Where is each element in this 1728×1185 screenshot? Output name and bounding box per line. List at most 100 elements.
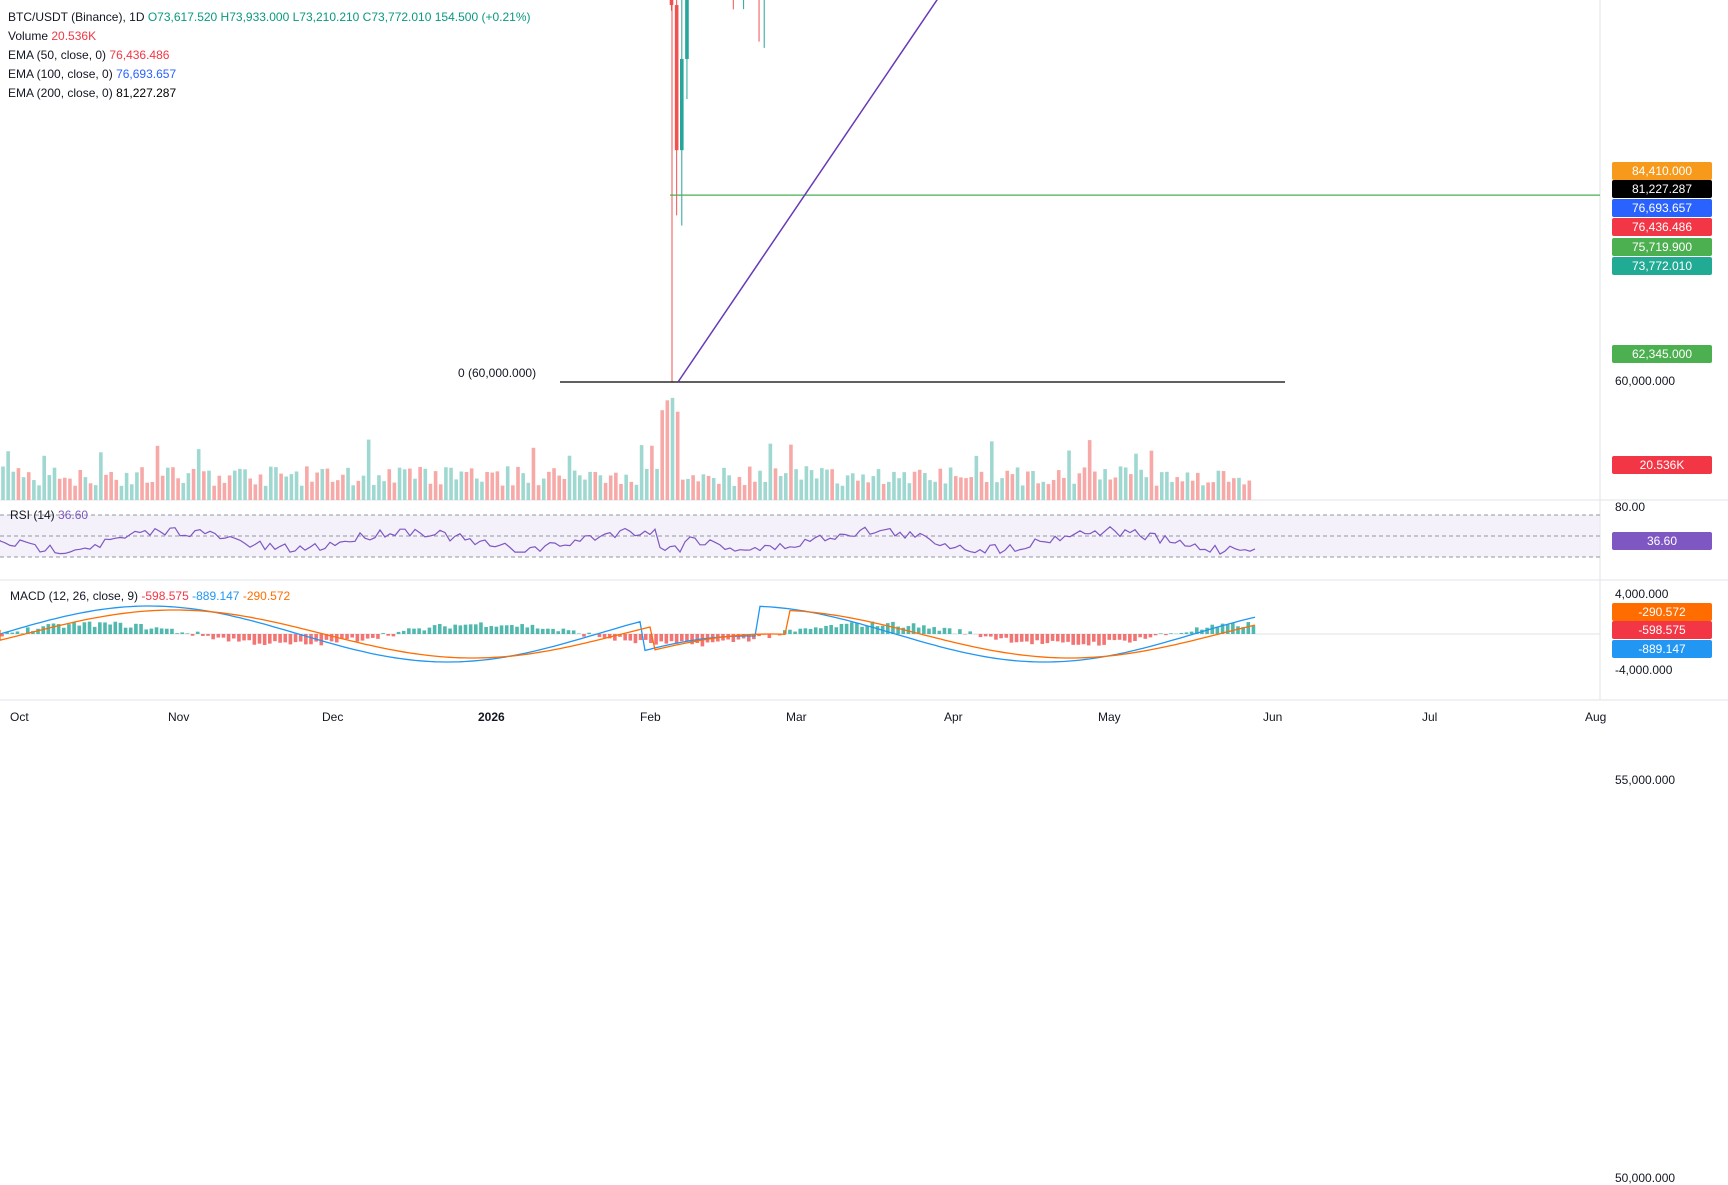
volume-bars [1,398,1251,500]
candle-body [680,59,684,150]
volume-bar [1206,482,1210,500]
macd-histogram-bar [376,634,380,639]
macd-histogram-bar [1082,634,1086,644]
volume-bar [655,469,659,500]
macd-histogram-bar [1231,623,1235,634]
legend-volume-label[interactable]: Volume [8,29,48,43]
volume-bar [913,472,917,500]
macd-histogram-bar [1046,634,1050,643]
legend-symbol[interactable]: BTC/USDT (Binance), 1D [8,10,144,24]
macd-histogram-bar [196,632,200,634]
volume-bar [897,478,901,500]
macd-histogram-bar [412,629,416,634]
volume-bar [439,484,443,500]
volume-bar [1005,471,1009,500]
volume-bar [635,485,639,500]
macd-histogram-bar [217,634,221,638]
volume-bar [975,456,979,500]
macd-histogram-bar [72,623,76,634]
volume-bar [1124,468,1128,500]
macd-histogram-bar [294,634,298,642]
volume-bar [527,483,531,500]
volume-bar [743,485,747,500]
macd-histogram-bar [876,626,880,634]
volume-bar [37,485,41,500]
macd-histogram-bar [11,633,15,634]
volume-bar [712,478,716,500]
volume-bar [207,471,211,500]
macd-histogram-bar [999,634,1003,638]
volume-bar [944,483,948,500]
legend-ema50-label[interactable]: EMA (50, close, 0) [8,48,106,62]
rsi-axis-label: 80.00 [1615,500,1645,514]
macd-histogram-bar [93,627,97,634]
volume-bar [1042,482,1046,500]
macd-histogram-bar [1128,634,1132,643]
macd-legend[interactable]: MACD (12, 26, close, 9) -598.575 -889.14… [10,589,290,603]
chart-canvas[interactable] [0,0,1728,735]
volume-bar [933,482,937,500]
macd-histogram-bar [654,634,658,645]
macd-histogram-bar [603,634,607,638]
volume-bar [300,486,304,500]
volume-bar [738,477,742,500]
volume-bar [573,471,577,500]
macd-histogram-bar [103,622,107,634]
volume-bar [104,475,108,500]
macd-histogram-bar [1149,634,1153,637]
volume-bar [691,475,695,500]
volume-bar [964,478,968,500]
volume-bar [460,471,464,500]
macd-histogram-bar [1164,634,1168,635]
volume-bar [135,472,139,500]
macd-histogram-bar [948,628,952,634]
volume-bar [485,472,489,500]
volume-bar [784,473,788,500]
volume-bar [480,482,484,500]
macd-histogram-bar [371,634,375,638]
volume-bar [264,486,268,500]
macd-histogram-bar [180,632,184,634]
legend-ema50-row: EMA (50, close, 0) 76,436.486 [8,46,531,65]
volume-bar [676,412,680,500]
macd-histogram-bar [428,628,432,634]
legend-ema200-label[interactable]: EMA (200, close, 0) [8,86,113,100]
macd-histogram-bar [562,629,566,634]
volume-bar [408,469,412,500]
volume-bar [444,467,448,500]
price-axis-tag: -290.572 [1612,603,1712,621]
volume-bar [1175,477,1179,500]
macd-histogram-bar [536,628,540,634]
volume-bar [99,452,103,500]
volume-bar [748,467,752,500]
macd-histogram-bar [680,634,684,641]
volume-bar [619,484,623,500]
candle-body [675,5,679,150]
volume-bar [1119,466,1123,500]
macd-histogram-bar [474,624,478,634]
price-axis-tag: 36.60 [1612,532,1712,550]
volume-bar [949,468,953,500]
macd-histogram-bar [459,625,463,634]
volume-bar [954,476,958,500]
macd-histogram-bar [366,634,370,639]
volume-bar [841,486,845,500]
price-axis-tag: -598.575 [1612,621,1712,639]
macd-histogram-bar [479,622,483,634]
volume-bar [42,456,46,500]
macd-histogram-bar [1077,634,1081,645]
rsi-label: RSI (14) [10,508,55,522]
volume-bar [959,477,963,500]
rsi-legend[interactable]: RSI (14) 36.60 [10,508,88,522]
volume-bar [202,471,206,500]
fib-level-label: 0 (60,000.000) [458,366,536,380]
volume-bar [763,482,767,500]
macd-histogram-bar [150,629,154,634]
macd-histogram-bar [860,627,864,634]
volume-bar [1150,451,1154,500]
volume-bar [48,475,52,500]
legend-ema100-label[interactable]: EMA (100, close, 0) [8,67,113,81]
volume-bar [918,470,922,500]
volume-bar [717,484,721,500]
time-axis-label: Jun [1263,710,1282,724]
